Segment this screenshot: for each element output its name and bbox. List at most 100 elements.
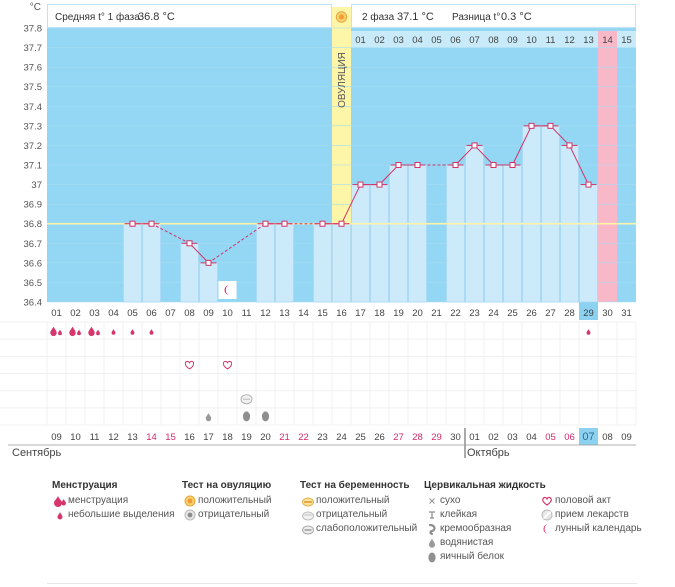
legend-label: клейкая (440, 509, 478, 520)
cycle-day-label: 06 (146, 308, 157, 319)
temperature-segment (379, 164, 399, 185)
egg-white-icon (242, 411, 251, 422)
date-label: 08 (602, 432, 613, 443)
phase2-day-label: 14 (602, 35, 613, 46)
legend-pregnancy-test: Тест на беременность положительный отриц… (300, 478, 420, 536)
date-label: 12 (108, 432, 119, 443)
y-tick-label: 37.2 (24, 141, 43, 152)
bottom-divider (47, 583, 637, 584)
ovulation-sun-core (339, 14, 344, 20)
cycle-day-label: 21 (431, 308, 442, 319)
legend-label: положительный (316, 495, 390, 506)
cycle-day-label: 28 (564, 308, 575, 319)
legend-label: менструация (68, 495, 129, 506)
cycle-day-label: 15 (317, 308, 328, 319)
pregnancy-test-weak-icon (301, 522, 315, 536)
phase2-day-label: 01 (355, 35, 366, 46)
date-label: 24 (336, 432, 347, 443)
date-label: 25 (355, 432, 366, 443)
temperature-point (357, 181, 364, 188)
y-tick-label: 36.8 (24, 219, 43, 230)
legend-item-pregnancy-negative: отрицательный (300, 508, 420, 522)
temperature-bar (199, 262, 218, 303)
month-label-left: Сентябрь (12, 447, 62, 459)
temperature-point (376, 181, 383, 188)
current-day-highlight (579, 302, 598, 320)
watery-drop-icon (205, 413, 212, 422)
temperature-bar (503, 164, 522, 303)
moon-icon (540, 522, 554, 536)
y-tick-label: 37.1 (24, 161, 43, 172)
cycle-day-label: 16 (336, 308, 347, 319)
legend-item-watery: водянистая (424, 536, 544, 550)
date-label: 05 (545, 432, 556, 443)
legend-label: водянистая (440, 537, 494, 548)
date-label: 18 (222, 432, 233, 443)
temperature-segment (455, 145, 475, 166)
phase1-label: Средняя t° 1 фаза (55, 11, 140, 23)
temperature-point (186, 240, 193, 247)
heart-icon (184, 360, 195, 370)
phase2-day-label: 13 (583, 35, 594, 46)
y-tick-label: 36.6 (24, 258, 43, 269)
cycle-day-label: 27 (545, 308, 556, 319)
temperature-bar (123, 223, 142, 303)
date-label: 06 (564, 432, 575, 443)
y-axis-unit: °C (30, 2, 41, 13)
phase2-day-label: 09 (507, 35, 518, 46)
menstruation-drop-icon (77, 329, 81, 336)
temperature-segment (341, 184, 361, 224)
date-label: 01 (469, 432, 480, 443)
y-tick-label: 36.9 (24, 200, 43, 211)
y-tick-label: 36.5 (24, 278, 43, 289)
temperature-bar (446, 164, 465, 303)
temperature-point (414, 162, 421, 168)
legend-item-sticky: клейкая (424, 508, 544, 522)
date-label: 09 (621, 432, 632, 443)
temperature-bar (484, 164, 503, 303)
temperature-point (148, 220, 155, 227)
legend-pregnancy-test-title: Тест на беременность (300, 480, 410, 491)
legend-other: половой акт прием лекарств лунный календ… (539, 478, 649, 536)
cycle-day-label: 18 (374, 308, 385, 319)
month-label-right: Октябрь (467, 447, 510, 459)
date-label: 09 (51, 432, 62, 443)
legend-item-ovulation-positive: положительный (182, 494, 297, 508)
temperature-bar (332, 223, 351, 303)
phase2-day-label: 02 (374, 35, 385, 46)
temperature-bar (142, 223, 161, 303)
temperature-bar (541, 125, 560, 303)
cycle-day-label: 23 (469, 308, 480, 319)
creamy-curl-icon (425, 522, 439, 536)
temperature-point (281, 220, 288, 227)
diff-value: 0.3 °C (501, 11, 532, 23)
phase2-day-label: 08 (488, 35, 499, 46)
temperature-bar (180, 242, 199, 303)
cycle-day-label: 12 (260, 308, 271, 319)
pill-icon (540, 508, 554, 522)
dry-cross-icon (425, 494, 439, 508)
highlight-day-column (598, 31, 617, 302)
cycle-day-label: 04 (108, 308, 119, 319)
cycle-day-label: 22 (450, 308, 461, 319)
date-label: 20 (260, 432, 271, 443)
pregnancy-test-positive-icon (301, 494, 315, 508)
egg-white-icon (261, 411, 270, 422)
phase2-value: 37.1 °C (397, 11, 434, 23)
ovulation-test-positive-icon (183, 494, 197, 508)
date-label: 26 (374, 432, 385, 443)
temperature-point (452, 162, 459, 168)
date-label: 16 (184, 432, 195, 443)
cycle-day-label: 17 (355, 308, 366, 319)
temperature-point (395, 162, 402, 168)
cycle-day-label: 01 (51, 308, 62, 319)
legend-item-pregnancy-positive: положительный (300, 494, 420, 508)
legend-item-spotting: небольшие выделения (52, 508, 175, 522)
watery-drop-icon (425, 536, 439, 550)
cycle-day-label: 07 (165, 308, 176, 319)
menstruation-drop-icon (88, 326, 95, 337)
temperature-segment (474, 145, 494, 166)
y-tick-label: 37 (31, 180, 42, 191)
cycle-day-label: 20 (412, 308, 423, 319)
